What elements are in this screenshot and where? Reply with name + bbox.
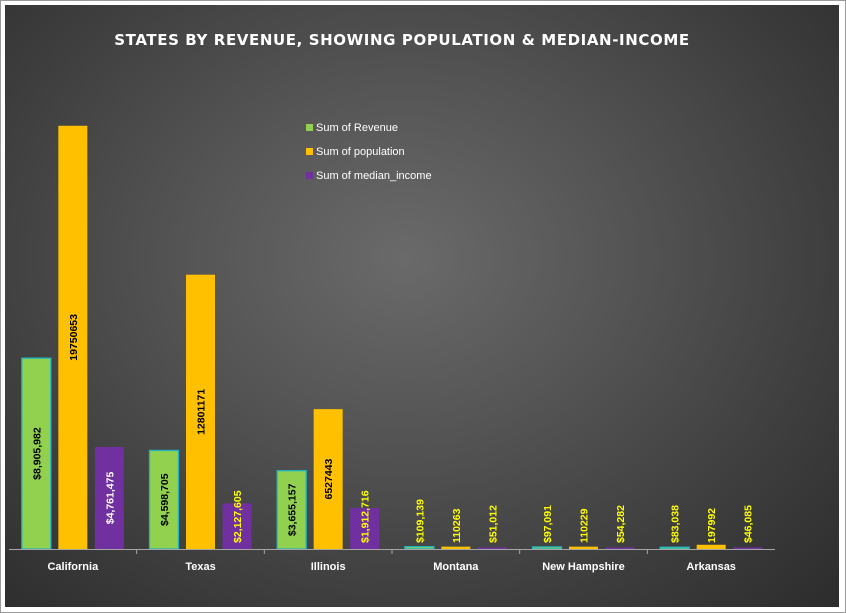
bar-montana-series-2[interactable] (441, 546, 471, 549)
legend-label-series-3: Sum of median_income (316, 170, 432, 182)
chart-title: STATES BY REVENUE, SHOWING POPULATION & … (114, 31, 689, 49)
data-label-new-hampshire-series-3: $54,282 (615, 505, 627, 543)
legend-label-series-2: Sum of population (316, 146, 405, 158)
legend-label-series-1: Sum of Revenue (316, 122, 398, 134)
data-label-arkansas-series-3: $46,085 (743, 505, 755, 543)
data-label-arkansas-series-2: 197992 (706, 508, 718, 543)
data-label-california-series-2: 19750653 (68, 314, 80, 361)
data-label-illinois-series-3: $1,912,716 (360, 490, 372, 543)
data-label-montana-series-1: $109,139 (414, 499, 426, 543)
legend-swatch-series-3 (306, 172, 313, 179)
bar-arkansas-series-2[interactable] (696, 544, 726, 549)
category-label-california: California (47, 561, 99, 573)
bar-texas-series-1[interactable] (148, 449, 180, 550)
category-label-montana: Montana (433, 561, 479, 573)
bar-california-series-1[interactable] (21, 357, 52, 550)
bar-california-series-2[interactable] (58, 125, 88, 549)
data-label-california-series-3: $4,761,475 (104, 472, 116, 525)
bar-california-series-3[interactable] (94, 446, 124, 549)
bar-arkansas-series-3[interactable] (733, 547, 763, 550)
data-label-montana-series-2: 110263 (451, 508, 463, 543)
legend-swatch-series-1 (306, 124, 313, 131)
bar-new-hampshire-series-3[interactable] (605, 547, 635, 550)
bar-new-hampshire-series-1[interactable] (531, 546, 563, 550)
data-label-illinois-series-1: $3,655,157 (287, 483, 299, 536)
bar-illinois-series-3[interactable] (350, 508, 380, 549)
data-label-arkansas-series-1: $83,038 (670, 505, 682, 543)
category-label-texas: Texas (185, 561, 215, 573)
category-label-illinois: Illinois (311, 561, 346, 573)
category-label-new-hampshire: New Hampshire (542, 561, 625, 573)
bar-arkansas-series-1[interactable] (659, 546, 690, 550)
legend[interactable]: Sum of Revenue Sum of population Sum of me… (306, 122, 432, 182)
data-label-montana-series-3: $51,012 (487, 505, 499, 543)
bar-illinois-series-2[interactable] (313, 409, 343, 549)
bar-montana-series-1[interactable] (404, 546, 435, 550)
data-label-illinois-series-2: 6527443 (323, 458, 335, 499)
data-label-texas-series-3: $2,127,605 (232, 490, 244, 543)
chart-svg: STATES BY REVENUE, SHOWING POPULATION & … (9, 31, 775, 573)
chart-area: STATES BY REVENUE, SHOWING POPULATION & … (5, 5, 839, 607)
bar-texas-series-3[interactable] (222, 503, 252, 549)
category-labels: California Texas Illinois Montana New Hampsh… (47, 561, 735, 573)
legend-swatch-series-2 (306, 148, 313, 155)
data-label-california-series-1: $8,905,982 (31, 427, 43, 480)
bar-illinois-series-1[interactable] (276, 470, 307, 550)
bar-montana-series-3[interactable] (477, 547, 507, 550)
data-label-texas-series-1: $4,598,705 (159, 473, 171, 526)
bars: $8,905,982 19750653 $4,761,475 $4,598,705 12… (21, 125, 763, 554)
bar-texas-series-2[interactable] (186, 274, 215, 549)
bar-new-hampshire-series-2[interactable] (569, 546, 598, 549)
category-label-arkansas: Arkansas (686, 561, 736, 573)
data-label-texas-series-2: 12801171 (196, 389, 208, 435)
data-label-new-hampshire-series-2: 110229 (579, 508, 591, 543)
data-label-new-hampshire-series-1: $97,091 (542, 505, 554, 543)
